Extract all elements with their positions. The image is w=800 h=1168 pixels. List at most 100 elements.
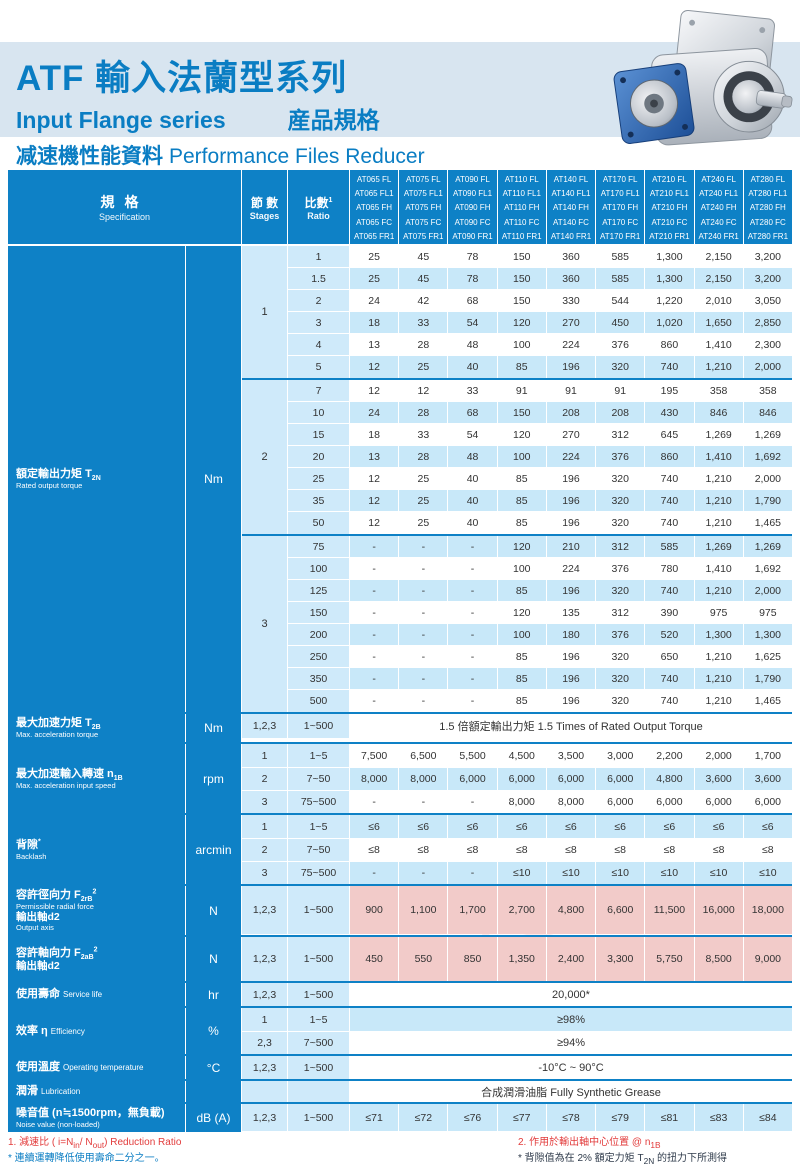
torque-value-cell: 1,790 (743, 668, 792, 689)
table-row: 3 75~500- - -8,000 8,000 6,000 6,000 6,000 6,000 (242, 790, 792, 813)
torque-value-cell: 1,625 (743, 646, 792, 667)
value-cell: 8,000 (497, 791, 547, 813)
torque-value-cell: 196 (546, 646, 597, 667)
stage-group: 2 7 12 12 33 91 91 91 195 358 358 10 24 28 68 150 208 208… (242, 378, 792, 534)
table-row: 1,2,3 1~500 1.5 倍額定輸出力矩 1.5 Times of Rated… (242, 714, 792, 738)
model-name: AT090 FL1 (453, 189, 493, 199)
torque-value-cell: 180 (546, 624, 597, 645)
torque-value-cell: 645 (645, 424, 695, 445)
torque-value-cell: - (350, 580, 400, 601)
stage-cell: 1,2,3 (242, 714, 288, 738)
value-cell: - (350, 862, 400, 884)
value-cell: ≤84 (743, 1104, 792, 1131)
torque-value-cell: 25 (350, 268, 400, 289)
value-cell: ≤6 (645, 815, 695, 838)
model-name: AT075 FH (405, 203, 442, 213)
torque-value-cell: 3,200 (743, 268, 792, 289)
value-cell: 16,000 (694, 886, 744, 934)
footnote-2: 2. 作用於輸出軸中心位置 @ n1B (518, 1137, 661, 1150)
span-value-cell: 1.5 倍額定輸出力矩 1.5 Times of Rated Output To… (350, 714, 792, 738)
stage-cell: 3 (242, 862, 288, 884)
value-cell: 1,700 (743, 744, 792, 767)
model-name: AT140 FH (553, 203, 589, 213)
torque-value-cell: 91 (497, 380, 547, 401)
torque-value-cell: 1,020 (645, 312, 695, 333)
torque-value-cell: 68 (448, 290, 498, 311)
torque-value-cell: 1,210 (694, 468, 744, 489)
section-permissible-axial-force: 容許軸向力 F2aB2 輸出軸d2 N 1,2,3 1~500 450 550 850 1,35… (8, 935, 792, 981)
torque-value-cell: 28 (399, 402, 449, 423)
table-row: 1 1~5 7,500 6,500 5,500 4,500 3,500 3,000 2,200 2… (242, 744, 792, 767)
model-columns: AT065 FL AT065 FL1 AT065 FH AT065 FC AT065 F… (350, 170, 792, 244)
value-cell: ≤8 (694, 839, 744, 861)
torque-value-cell: 12 (399, 380, 449, 401)
torque-value-cell: 1,269 (743, 536, 792, 557)
span-value-cell: 20,000* (350, 983, 792, 1006)
value-cell: 2,200 (645, 744, 695, 767)
torque-value-cell: 846 (694, 402, 744, 423)
table-row: 1,2,3 1~500 900 1,100 1,700 2,700 4,800 6,600 11… (242, 886, 792, 934)
model-name: AT280 FL1 (748, 189, 788, 199)
model-name: AT210 FL1 (649, 189, 689, 199)
unit-cell: Nm (186, 714, 242, 742)
value-cell: ≤10 (743, 862, 792, 884)
value-cell: 5,500 (448, 744, 498, 767)
value-cell: 3,300 (596, 937, 646, 981)
torque-value-cell: 12 (350, 512, 400, 534)
ratio-cell: 1 (288, 246, 350, 267)
stage-cell: 1 (242, 744, 288, 767)
model-name: AT280 FH (749, 203, 786, 213)
ratio-cell: 150 (288, 602, 350, 623)
section-efficiency: 效率 η Efficiency% 1 1~5 ≥98% 2,3 7~500 ≥94% (8, 1006, 792, 1054)
table-row: 3 18 33 54 120 270 450 1,020 1,650 2,850 (288, 312, 792, 334)
unit-cell: °C (186, 1056, 242, 1079)
model-name: AT140 FR1 (550, 231, 592, 241)
stage-cell: 1,2,3 (242, 886, 288, 934)
torque-value-cell: 320 (596, 690, 646, 712)
table-row: 3 75~500- - - ≤10 ≤10 ≤10 ≤10 ≤10 ≤10 (242, 861, 792, 884)
torque-value-cell: 740 (645, 512, 695, 534)
torque-value-cell: 450 (596, 312, 646, 333)
table-row: 2 24 42 68 150 330 544 1,220 2,010 3,050 (288, 290, 792, 312)
model-name: AT090 FR1 (452, 231, 493, 241)
torque-value-cell: 270 (546, 424, 597, 445)
table-row: 500- - -85 196 320 740 1,210 1,465 (288, 690, 792, 712)
table-row: 2,3 7~500 ≥94% (242, 1031, 792, 1054)
value-cell: 9,000 (743, 937, 792, 981)
model-name: AT075 FL1 (403, 189, 443, 199)
torque-value-cell: - (448, 580, 498, 601)
stage-group: 1 1 25 45 78 150 360 585 1,300 2,150 3,200 1.5 25 45 7… (242, 246, 792, 378)
torque-value-cell: 196 (546, 690, 597, 712)
torque-value-cell: 196 (546, 468, 597, 489)
torque-value-cell: 25 (399, 512, 449, 534)
value-cell: 3,600 (694, 768, 744, 790)
model-name: AT090 FL (455, 175, 490, 184)
torque-value-cell: 13 (350, 446, 400, 467)
model-name: AT210 FC (651, 217, 688, 227)
torque-value-cell: 2,150 (694, 246, 744, 267)
torque-value-cell: 846 (743, 402, 792, 423)
ratio-cell: 1~500 (288, 714, 350, 738)
torque-value-cell: 33 (399, 424, 449, 445)
torque-value-cell: 12 (350, 380, 400, 401)
model-name: AT110 FH (504, 203, 540, 213)
torque-value-cell: 12 (350, 490, 400, 511)
ratio-cell: 1~500 (288, 983, 350, 1006)
stage-cell: 2,3 (242, 1032, 288, 1054)
model-column-header: AT090 FL AT090 FL1 AT090 FH AT090 FC AT090 F… (448, 170, 498, 244)
value-cell: 3,000 (596, 744, 646, 767)
model-name: AT240 FL1 (699, 189, 739, 199)
torque-value-cell: 358 (743, 380, 792, 401)
torque-value-cell: 28 (399, 334, 449, 355)
torque-value-cell: 25 (399, 490, 449, 511)
value-cell: 1,700 (448, 886, 498, 934)
torque-value-cell: 360 (546, 268, 597, 289)
section-title-en: Performance Files Reducer (169, 145, 425, 168)
stages-header-en: Stages (249, 210, 280, 221)
torque-value-cell: 1,300 (694, 624, 744, 645)
value-cell: ≤6 (743, 815, 792, 838)
torque-value-cell: 100 (497, 624, 547, 645)
value-cell: ≤81 (645, 1104, 695, 1131)
torque-value-cell: 2,010 (694, 290, 744, 311)
value-cell: 4,500 (497, 744, 547, 767)
